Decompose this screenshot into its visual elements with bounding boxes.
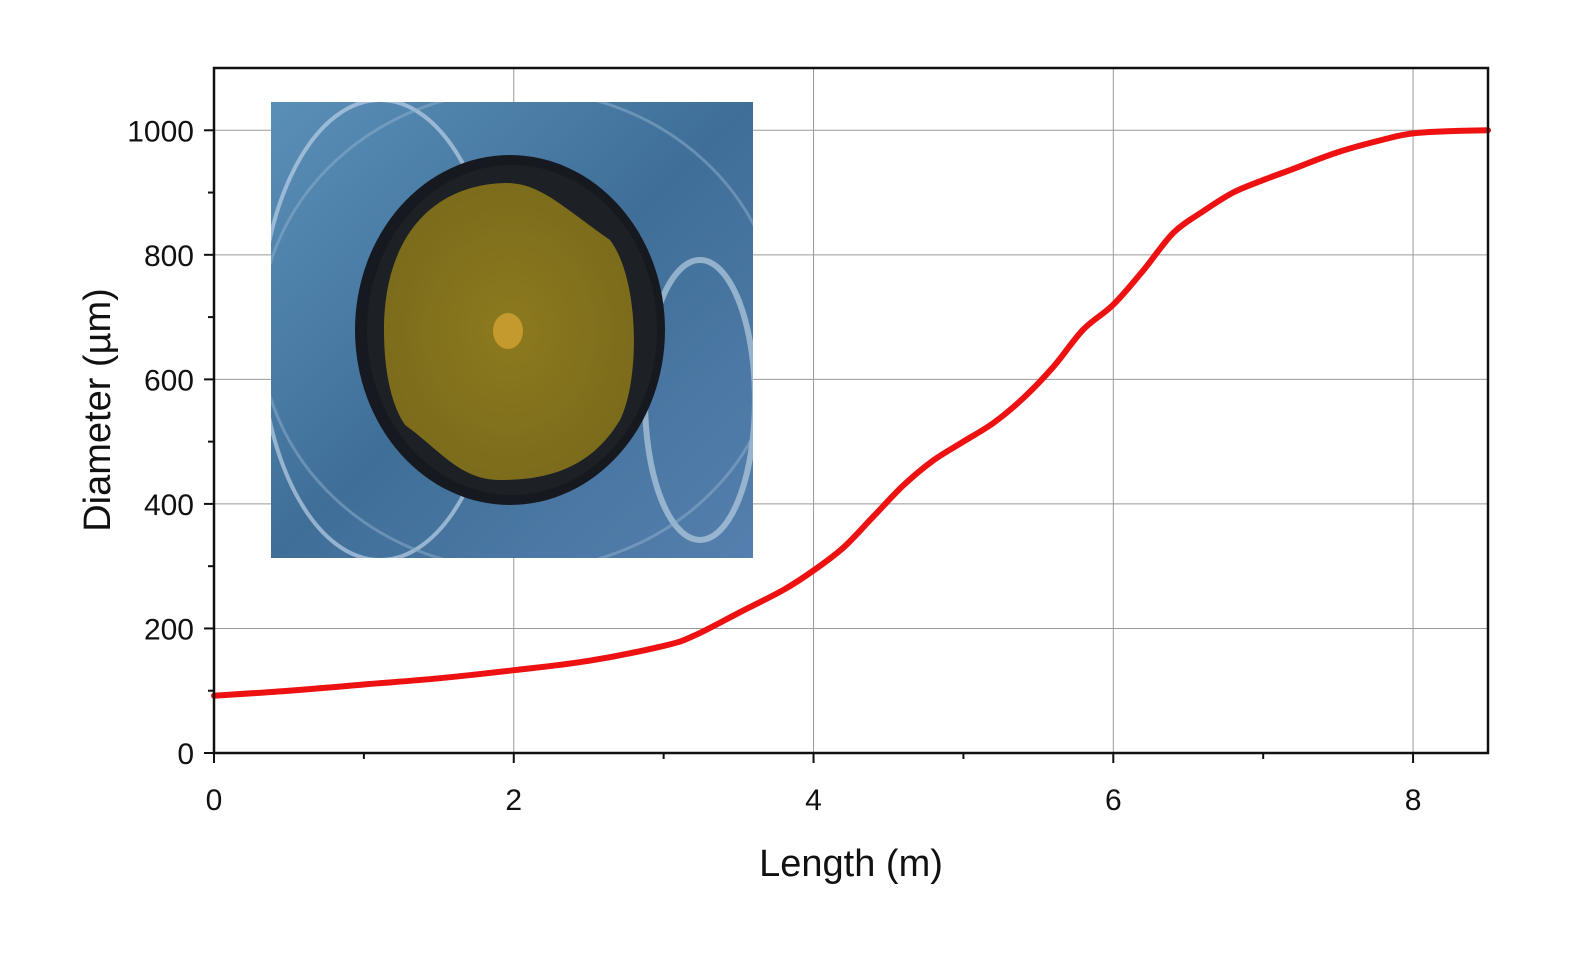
y-axis-title: Diameter (µm) <box>77 288 119 532</box>
axis-ticks <box>204 129 1415 763</box>
axes-frame <box>212 66 1490 755</box>
y-tick-label: 200 <box>144 613 194 646</box>
x-tick-label: 6 <box>1105 784 1122 817</box>
fiber-cross-section-image <box>271 102 753 558</box>
x-tick-label: 4 <box>805 784 822 817</box>
y-tick-label: 1000 <box>127 115 194 148</box>
plot-frame <box>212 66 1490 755</box>
series-line <box>211 127 1491 699</box>
y-tick-label: 800 <box>144 240 194 273</box>
series-layer <box>211 127 1491 699</box>
x-tick-label: 8 <box>1405 784 1422 817</box>
y-tick-label: 600 <box>144 364 194 397</box>
x-axis-title: Length (m) <box>759 843 943 885</box>
x-tick-label: 2 <box>505 784 522 817</box>
tick-labels: 0 2 4 6 8 0 200 400 600 800 1000 <box>127 115 1421 817</box>
x-tick-label: 0 <box>206 784 223 817</box>
y-tick-label: 400 <box>144 489 194 522</box>
y-tick-label: 0 <box>177 738 194 771</box>
